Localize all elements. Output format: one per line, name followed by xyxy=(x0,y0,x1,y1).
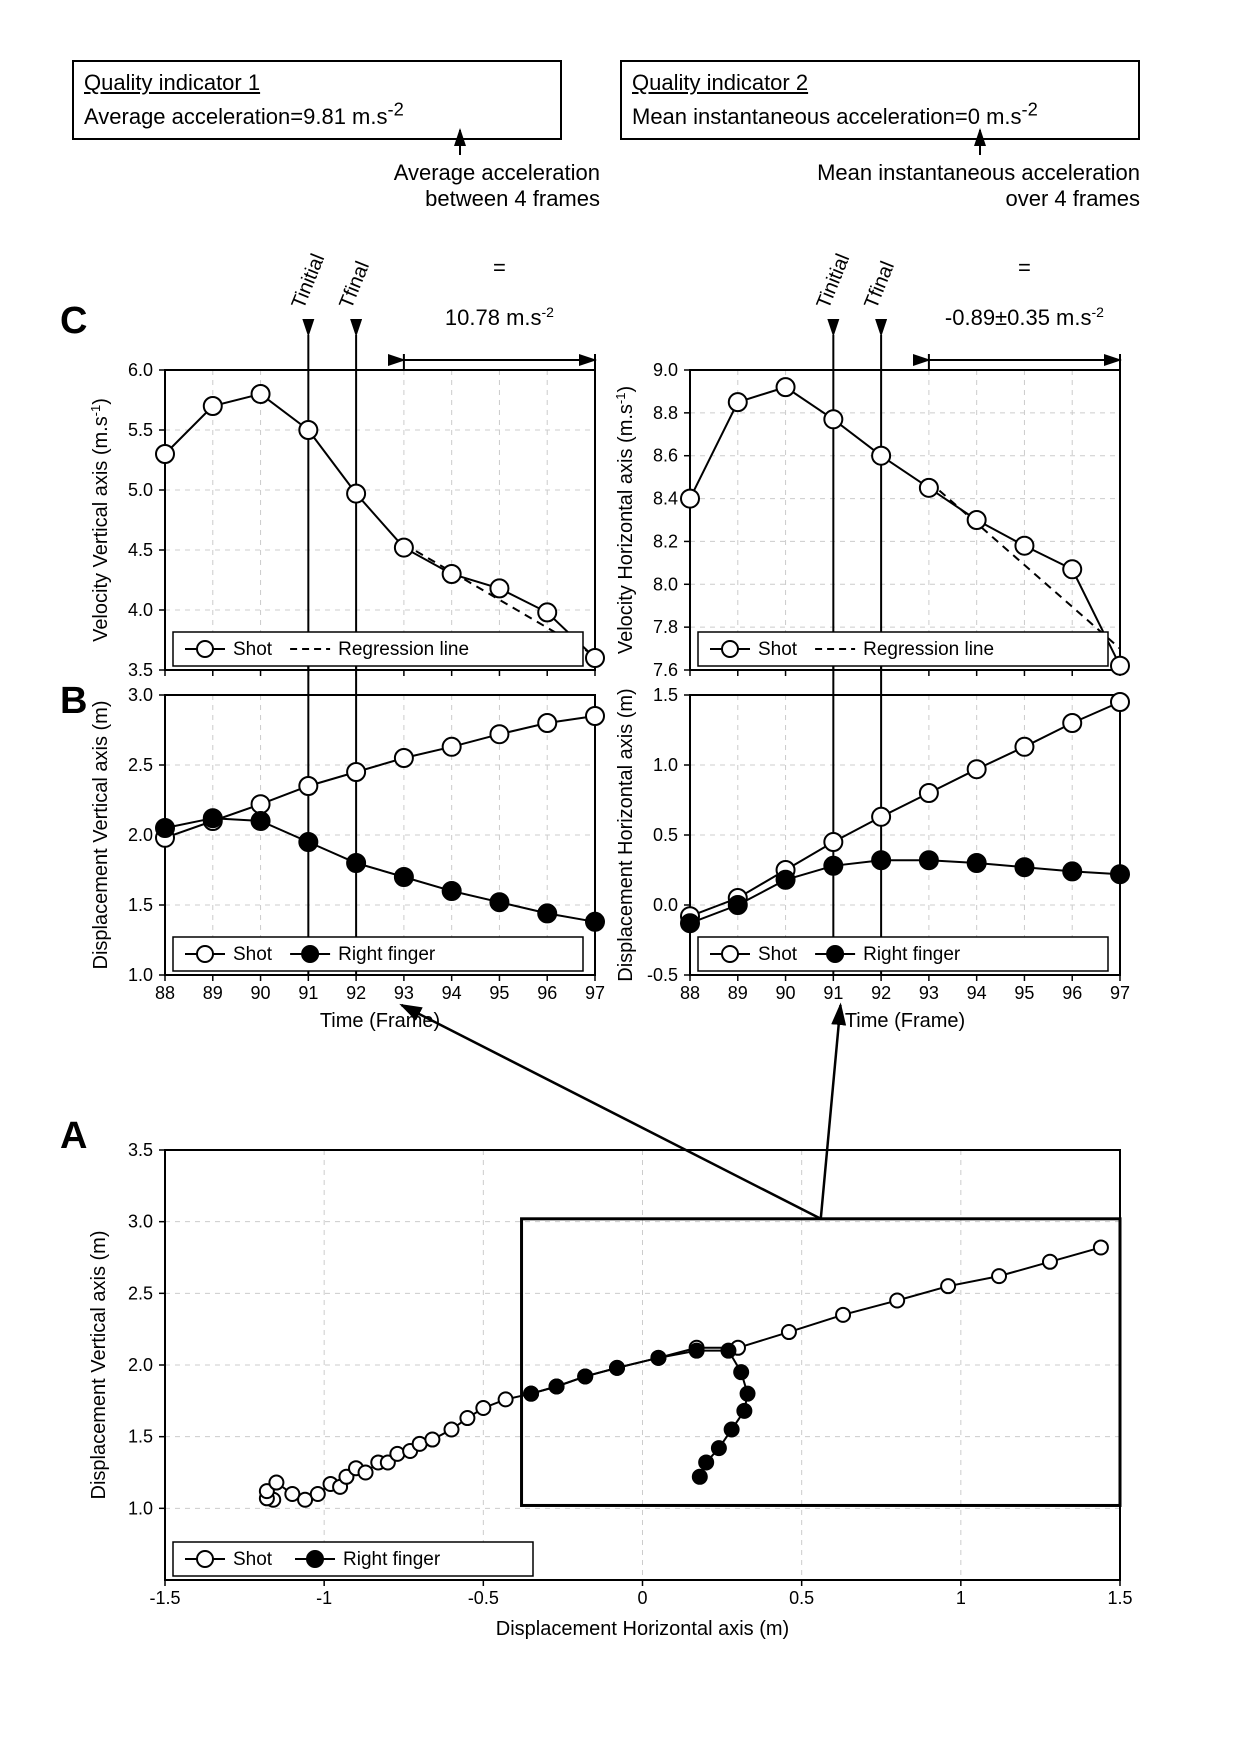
svg-text:Right finger: Right finger xyxy=(338,944,436,965)
svg-text:8.4: 8.4 xyxy=(653,489,678,509)
svg-text:1.5: 1.5 xyxy=(1107,1588,1132,1608)
svg-text:9.0: 9.0 xyxy=(653,360,678,380)
svg-text:90: 90 xyxy=(776,983,796,1003)
svg-text:95: 95 xyxy=(1014,983,1034,1003)
svg-text:8.8: 8.8 xyxy=(653,403,678,423)
svg-text:4.0: 4.0 xyxy=(128,600,153,620)
svg-text:Shot: Shot xyxy=(233,1549,273,1570)
svg-text:Tinitial: Tinitial xyxy=(813,251,855,312)
svg-text:Regression line: Regression line xyxy=(338,639,469,660)
svg-text:1.0: 1.0 xyxy=(128,965,153,985)
svg-text:Time (Frame): Time (Frame) xyxy=(320,1010,440,1032)
svg-text:2.5: 2.5 xyxy=(128,1283,153,1303)
svg-text:3.5: 3.5 xyxy=(128,660,153,680)
svg-text:1.5: 1.5 xyxy=(128,1427,153,1447)
svg-text:1.5: 1.5 xyxy=(653,685,678,705)
svg-text:0.5: 0.5 xyxy=(789,1588,814,1608)
svg-text:3.5: 3.5 xyxy=(128,1140,153,1160)
svg-text:5.5: 5.5 xyxy=(128,420,153,440)
svg-text:Time (Frame): Time (Frame) xyxy=(845,1010,965,1032)
svg-text:2.5: 2.5 xyxy=(128,755,153,775)
svg-text:8.0: 8.0 xyxy=(653,574,678,594)
svg-text:-0.5: -0.5 xyxy=(647,965,678,985)
svg-text:1: 1 xyxy=(956,1588,966,1608)
svg-text:1.0: 1.0 xyxy=(653,755,678,775)
svg-text:8.2: 8.2 xyxy=(653,531,678,551)
svg-text:94: 94 xyxy=(967,983,987,1003)
svg-text:=: = xyxy=(1018,255,1031,280)
svg-text:Right finger: Right finger xyxy=(863,944,961,965)
svg-text:8.6: 8.6 xyxy=(653,446,678,466)
svg-text:Velocity Horizontal axis (m.s-: Velocity Horizontal axis (m.s-1) xyxy=(613,386,638,654)
svg-text:95: 95 xyxy=(489,983,509,1003)
svg-text:89: 89 xyxy=(203,983,223,1003)
svg-text:Tinitial: Tinitial xyxy=(288,251,330,312)
svg-text:Displacement Horizontal axis (: Displacement Horizontal axis (m) xyxy=(496,1618,789,1640)
svg-text:96: 96 xyxy=(537,983,557,1003)
svg-text:91: 91 xyxy=(823,983,843,1003)
svg-text:2.0: 2.0 xyxy=(128,825,153,845)
svg-text:-1: -1 xyxy=(316,1588,332,1608)
svg-text:Tfinal: Tfinal xyxy=(860,258,899,312)
svg-text:92: 92 xyxy=(346,983,366,1003)
svg-text:6.0: 6.0 xyxy=(128,360,153,380)
svg-text:91: 91 xyxy=(298,983,318,1003)
svg-text:0.5: 0.5 xyxy=(653,825,678,845)
svg-text:94: 94 xyxy=(442,983,462,1003)
svg-text:-1.5: -1.5 xyxy=(149,1588,180,1608)
svg-text:3.0: 3.0 xyxy=(128,685,153,705)
svg-text:Shot: Shot xyxy=(233,944,273,965)
svg-text:0.0: 0.0 xyxy=(653,895,678,915)
svg-text:3.0: 3.0 xyxy=(128,1212,153,1232)
svg-text:88: 88 xyxy=(155,983,175,1003)
svg-text:96: 96 xyxy=(1062,983,1082,1003)
svg-text:Displacement Vertical axis (m): Displacement Vertical axis (m) xyxy=(88,1231,110,1500)
svg-text:=: = xyxy=(493,255,506,280)
figure-root: Quality indicator 1 Average acceleration… xyxy=(60,60,1180,1694)
svg-text:93: 93 xyxy=(919,983,939,1003)
svg-text:97: 97 xyxy=(1110,983,1130,1003)
svg-text:97: 97 xyxy=(585,983,605,1003)
svg-text:1.0: 1.0 xyxy=(128,1498,153,1518)
svg-text:7.6: 7.6 xyxy=(653,660,678,680)
svg-text:Displacement Vertical axis (m): Displacement Vertical axis (m) xyxy=(90,701,112,970)
svg-text:-0.89±0.35 m.s-2: -0.89±0.35 m.s-2 xyxy=(945,304,1104,330)
svg-text:7.8: 7.8 xyxy=(653,617,678,637)
svg-text:2.0: 2.0 xyxy=(128,1355,153,1375)
svg-text:90: 90 xyxy=(251,983,271,1003)
svg-text:Shot: Shot xyxy=(233,639,273,660)
svg-text:-0.5: -0.5 xyxy=(468,1588,499,1608)
svg-text:89: 89 xyxy=(728,983,748,1003)
svg-text:92: 92 xyxy=(871,983,891,1003)
svg-text:Regression line: Regression line xyxy=(863,639,994,660)
svg-text:1.5: 1.5 xyxy=(128,895,153,915)
svg-text:Displacement Horizontal axis (: Displacement Horizontal axis (m) xyxy=(615,688,637,981)
svg-text:10.78 m.s-2: 10.78 m.s-2 xyxy=(445,304,554,330)
svg-text:0: 0 xyxy=(637,1588,647,1608)
plots-svg: 3.5 4.0 4.5 5.0 5.5 6.0 7.6 7.8 8.0 8.2 8.4 8.6 8.8 9… xyxy=(60,60,1180,1694)
svg-text:Velocity Vertical axis (m.s-1): Velocity Vertical axis (m.s-1) xyxy=(88,398,113,642)
svg-text:Shot: Shot xyxy=(758,944,798,965)
svg-text:5.0: 5.0 xyxy=(128,480,153,500)
svg-text:88: 88 xyxy=(680,983,700,1003)
svg-text:Shot: Shot xyxy=(758,639,798,660)
svg-text:4.5: 4.5 xyxy=(128,540,153,560)
svg-text:Tfinal: Tfinal xyxy=(335,258,374,312)
svg-text:93: 93 xyxy=(394,983,414,1003)
svg-text:Right finger: Right finger xyxy=(343,1549,441,1570)
